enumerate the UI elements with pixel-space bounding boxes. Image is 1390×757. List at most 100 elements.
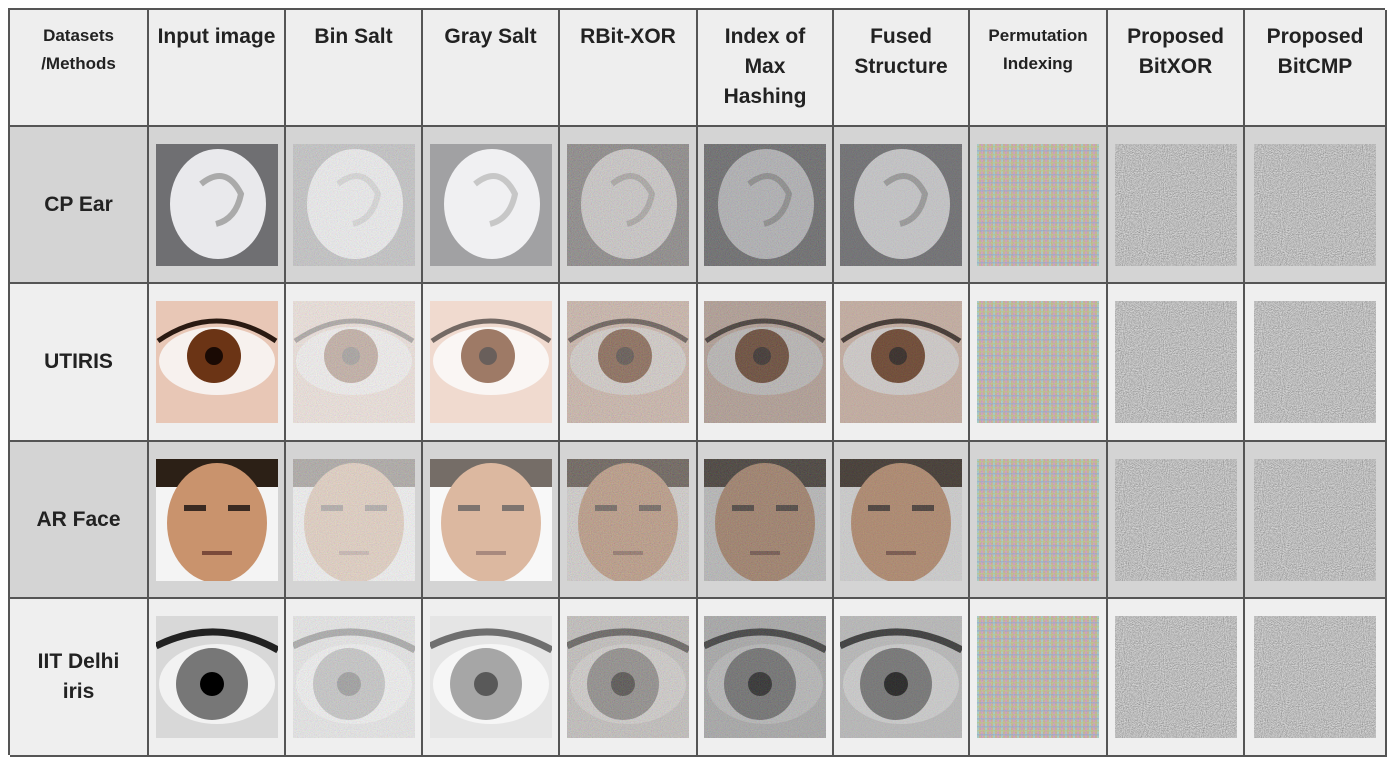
image-tone xyxy=(430,459,552,581)
image-cell xyxy=(698,284,834,442)
noise xyxy=(1115,616,1237,738)
column-header: Fused Structure xyxy=(834,10,970,127)
noise xyxy=(1254,459,1376,581)
result-image xyxy=(977,301,1099,423)
result-image xyxy=(293,616,415,738)
noise xyxy=(840,459,962,581)
result-image xyxy=(156,459,278,581)
result-image xyxy=(977,459,1099,581)
noise xyxy=(293,616,415,738)
column-header: Index of Max Hashing xyxy=(698,10,834,127)
image-cell xyxy=(560,599,698,757)
result-image xyxy=(567,616,689,738)
image-cell xyxy=(286,284,423,442)
image-cell xyxy=(698,442,834,599)
image-cell xyxy=(149,284,286,442)
row-label: IIT Delhi iris xyxy=(10,599,149,757)
result-image xyxy=(704,459,826,581)
image-subject xyxy=(170,149,266,259)
image-tone xyxy=(430,144,552,266)
image-cell xyxy=(970,127,1108,284)
image-cell xyxy=(970,284,1108,442)
result-image xyxy=(293,459,415,581)
result-image xyxy=(430,459,552,581)
result-image xyxy=(567,301,689,423)
result-image xyxy=(293,144,415,266)
result-image xyxy=(1115,616,1237,738)
noise xyxy=(293,459,415,581)
column-header: Datasets /Methods xyxy=(10,10,149,127)
image-tone xyxy=(430,616,552,738)
result-image xyxy=(1254,301,1376,423)
result-image xyxy=(1254,144,1376,266)
noise xyxy=(840,616,962,738)
result-image xyxy=(704,144,826,266)
result-image xyxy=(704,616,826,738)
column-header: Gray Salt xyxy=(423,10,560,127)
image-cell xyxy=(423,599,560,757)
noise xyxy=(704,144,826,266)
image-subject xyxy=(184,505,206,511)
result-image xyxy=(977,616,1099,738)
noise xyxy=(977,144,1099,266)
image-cell xyxy=(560,284,698,442)
row-label: AR Face xyxy=(10,442,149,599)
result-image xyxy=(840,616,962,738)
result-image xyxy=(1254,459,1376,581)
noise xyxy=(704,616,826,738)
image-cell xyxy=(698,127,834,284)
image-cell xyxy=(970,599,1108,757)
column-header: Proposed BitCMP xyxy=(1245,10,1387,127)
image-cell xyxy=(560,442,698,599)
result-image xyxy=(840,144,962,266)
image-tone xyxy=(430,301,552,423)
image-subject xyxy=(228,505,250,511)
result-image xyxy=(567,459,689,581)
result-image xyxy=(156,616,278,738)
image-cell xyxy=(286,127,423,284)
image-cell xyxy=(423,284,560,442)
image-subject xyxy=(202,551,232,555)
image-cell xyxy=(1245,127,1387,284)
column-header: Bin Salt xyxy=(286,10,423,127)
noise xyxy=(977,616,1099,738)
row-label: CP Ear xyxy=(10,127,149,284)
noise xyxy=(840,144,962,266)
image-cell xyxy=(1108,127,1245,284)
noise xyxy=(1254,301,1376,423)
result-image xyxy=(430,301,552,423)
noise xyxy=(1115,301,1237,423)
noise xyxy=(1254,616,1376,738)
image-cell xyxy=(834,284,970,442)
noise xyxy=(704,459,826,581)
noise xyxy=(293,301,415,423)
image-cell xyxy=(1245,442,1387,599)
result-image xyxy=(1254,616,1376,738)
image-cell xyxy=(1245,284,1387,442)
result-image xyxy=(567,144,689,266)
image-cell xyxy=(1108,442,1245,599)
image-cell xyxy=(423,127,560,284)
result-image xyxy=(156,144,278,266)
image-subject xyxy=(205,347,223,365)
image-cell xyxy=(970,442,1108,599)
image-cell xyxy=(834,127,970,284)
noise xyxy=(840,301,962,423)
noise xyxy=(567,301,689,423)
result-image xyxy=(840,301,962,423)
image-cell xyxy=(834,442,970,599)
image-cell xyxy=(286,599,423,757)
noise xyxy=(704,301,826,423)
image-cell xyxy=(698,599,834,757)
row-label: UTIRIS xyxy=(10,284,149,442)
noise xyxy=(977,459,1099,581)
noise xyxy=(567,459,689,581)
image-cell xyxy=(286,442,423,599)
result-image xyxy=(1115,144,1237,266)
comparison-table: Datasets /MethodsInput imageBin SaltGray… xyxy=(8,8,1385,755)
image-cell xyxy=(1245,599,1387,757)
image-cell xyxy=(834,599,970,757)
noise xyxy=(567,144,689,266)
noise xyxy=(1115,459,1237,581)
noise xyxy=(977,301,1099,423)
